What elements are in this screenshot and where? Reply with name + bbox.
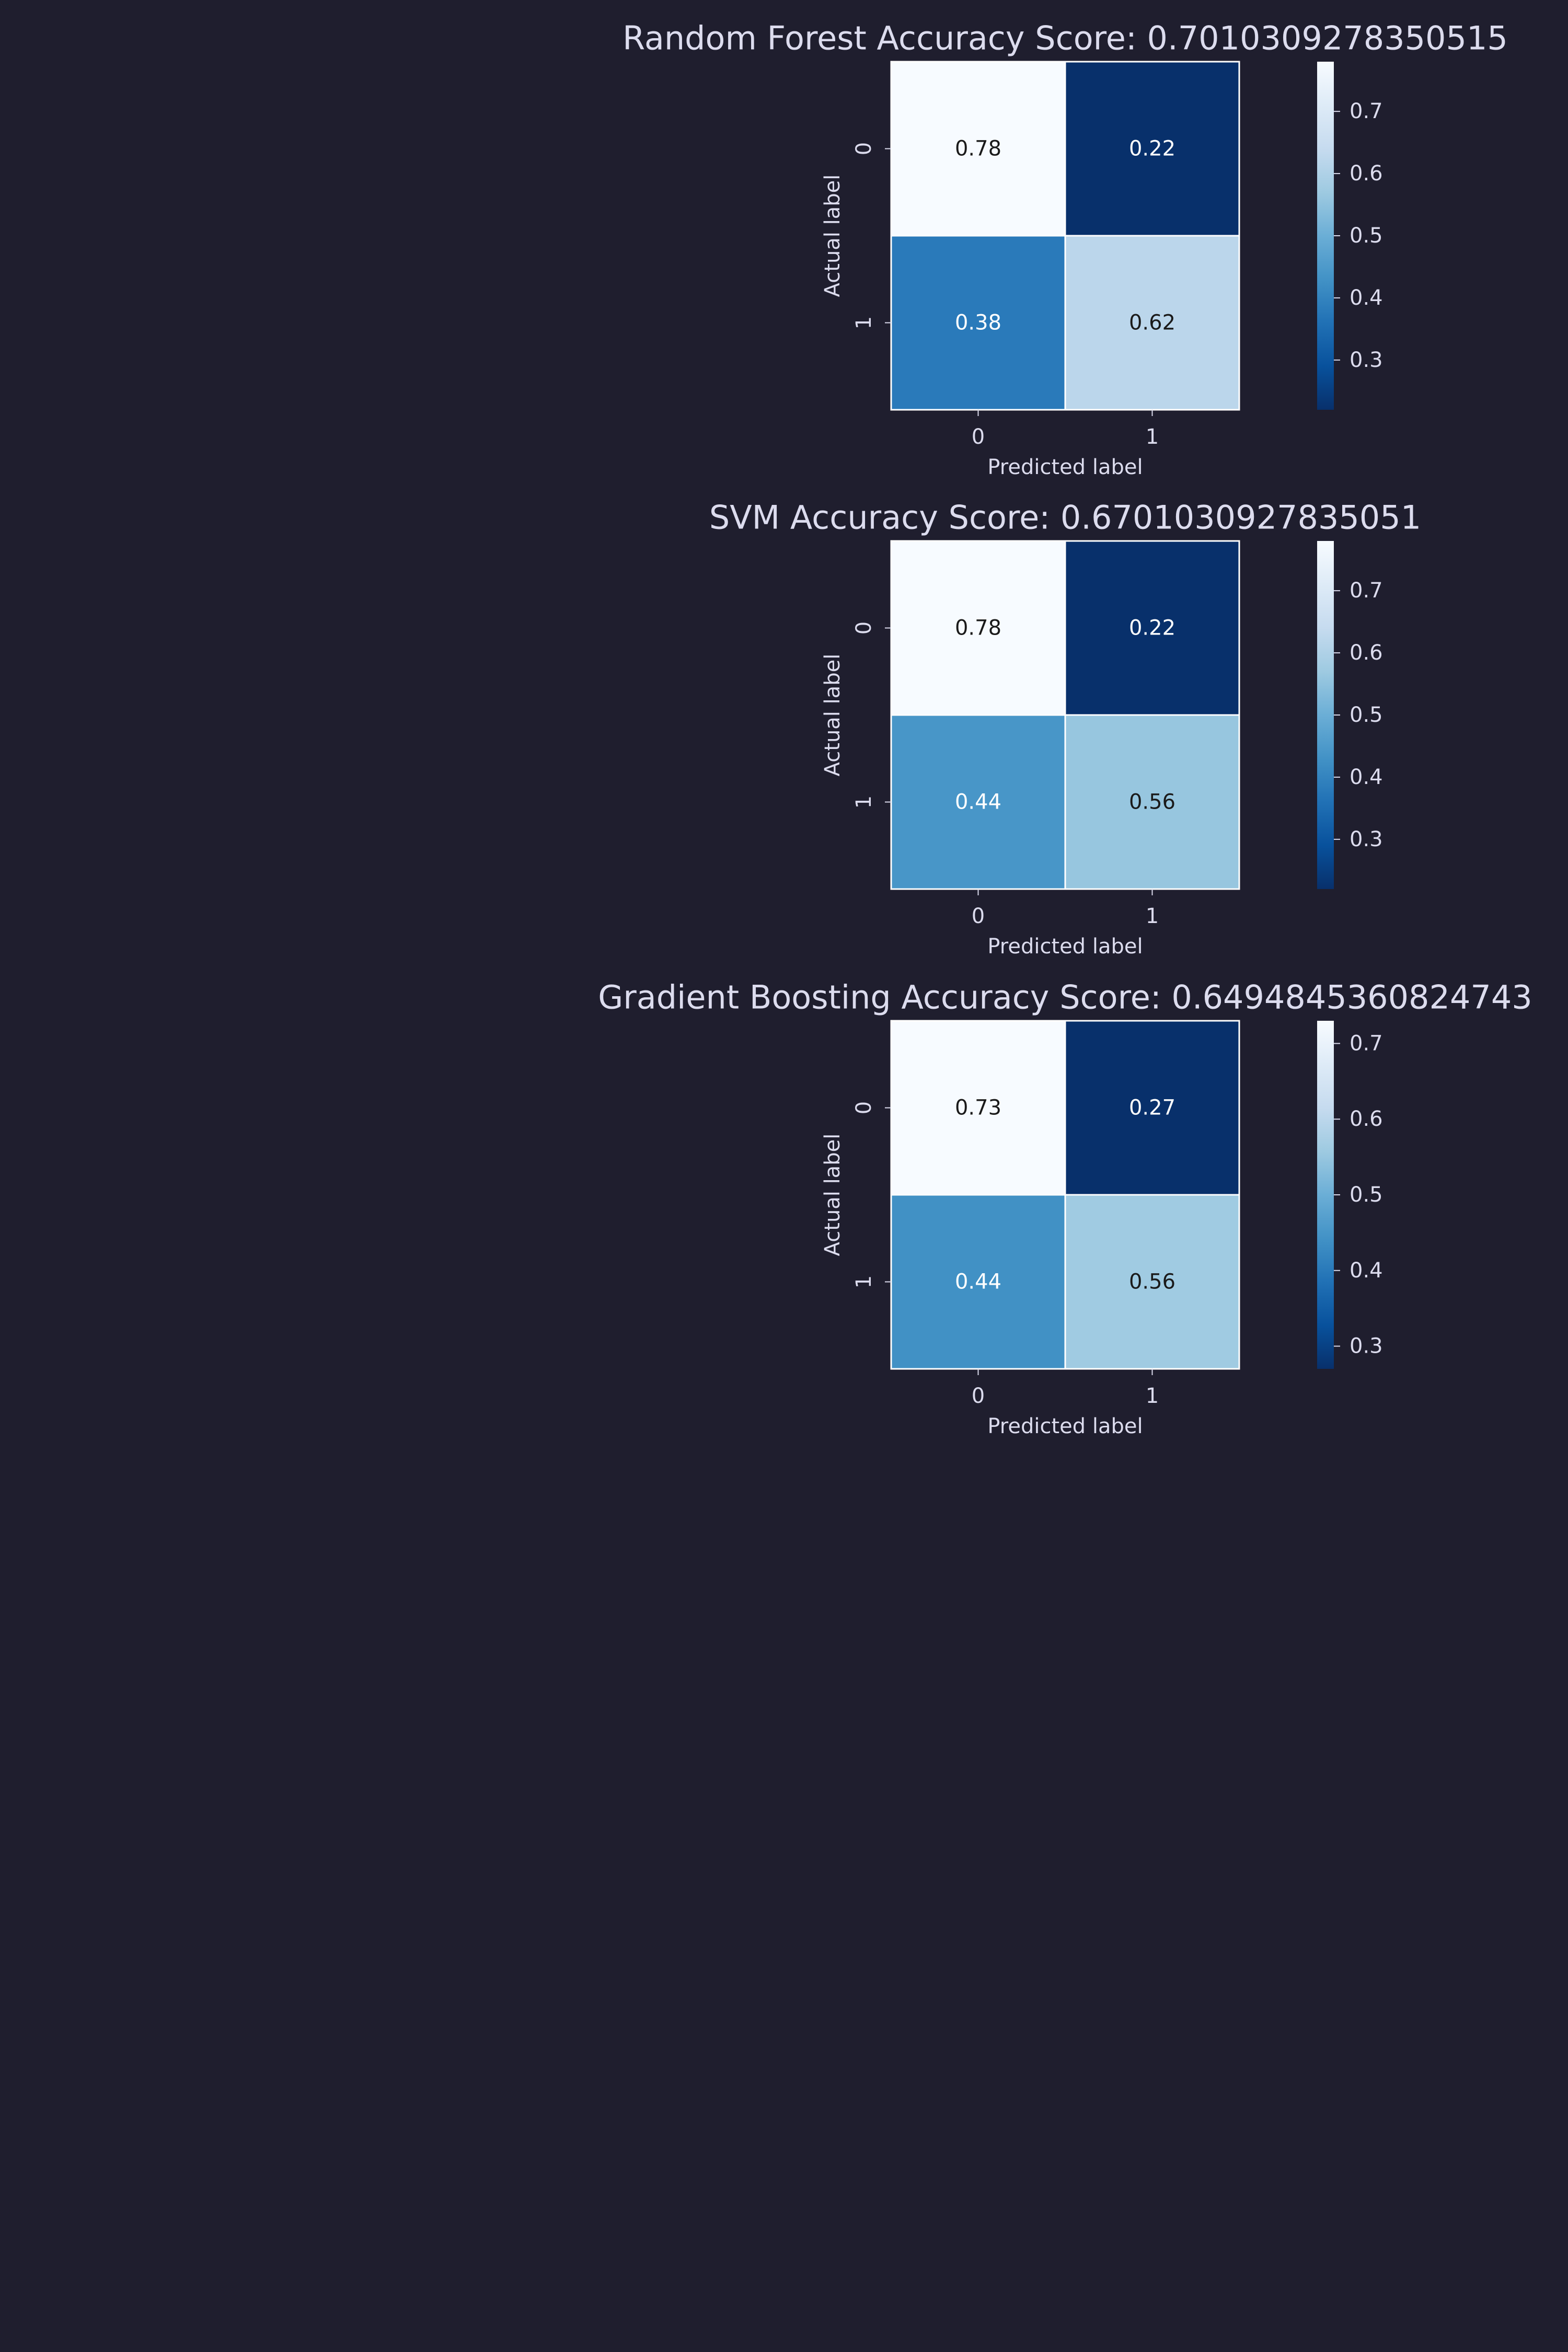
cell-value-label: 0.56 [1129,1270,1175,1294]
colorbar-tick-label: 0.4 [1350,765,1383,789]
y-tick-label: 1 [852,795,876,809]
cell-value-label: 0.62 [1129,311,1175,335]
x-tick-label: 1 [1146,1384,1159,1408]
cell-value-label: 0.44 [955,1270,1001,1294]
colorbar [1317,62,1334,410]
colorbar [1317,541,1334,889]
colorbar-tick-label: 0.7 [1350,579,1383,603]
x-tick-label: 1 [1146,425,1159,449]
heatmap-cell [890,1020,1066,1196]
confusion-matrix-panel: SVM Accuracy Score: 0.6701030927835051 0.… [709,499,1421,959]
heatmap-cell [1064,235,1240,411]
colorbar-tick-label: 0.3 [1350,827,1383,851]
colorbar-tick-label: 0.4 [1350,286,1383,310]
y-tick-label: 1 [852,1275,876,1288]
confusion-matrix-panel: Random Forest Accuracy Score: 0.70103092… [622,19,1508,480]
y-tick-label: 0 [852,621,876,635]
confusion-matrix-panel: Gradient Boosting Accuracy Score: 0.6494… [598,978,1532,1439]
heatmap-cell [890,235,1066,411]
chart-title: Gradient Boosting Accuracy Score: 0.6494… [598,978,1532,1017]
x-tick-label: 0 [972,904,985,928]
heatmap-cell [890,1194,1066,1370]
y-axis-label: Actual label [821,175,845,297]
x-tick-label: 0 [972,425,985,449]
cell-value-label: 0.38 [955,311,1001,335]
y-tick-label: 0 [852,1101,876,1114]
colorbar-tick-label: 0.6 [1350,1107,1383,1131]
x-axis-label: Predicted label [987,935,1143,959]
colorbar-tick-label: 0.4 [1350,1259,1383,1283]
cell-value-label: 0.44 [955,790,1001,814]
colorbar-tick-label: 0.7 [1350,1031,1383,1055]
heatmap-cell [1064,1194,1240,1370]
colorbar-tick-label: 0.5 [1350,703,1383,727]
x-axis-label: Predicted label [987,1414,1143,1438]
chart-title: Random Forest Accuracy Score: 0.70103092… [622,19,1508,57]
heatmap-cell [1064,1020,1240,1196]
cell-value-label: 0.22 [1129,137,1175,161]
chart-title: SVM Accuracy Score: 0.6701030927835051 [709,499,1421,537]
colorbar-tick-label: 0.6 [1350,162,1383,186]
cell-value-label: 0.73 [955,1096,1001,1120]
cell-value-label: 0.78 [955,137,1001,161]
y-tick-label: 1 [852,316,876,329]
colorbar-tick-label: 0.5 [1350,224,1383,248]
y-tick-label: 0 [852,142,876,155]
colorbar-tick-label: 0.5 [1350,1183,1383,1207]
x-axis-label: Predicted label [987,455,1143,479]
colorbar-tick-label: 0.3 [1350,348,1383,372]
cell-value-label: 0.22 [1129,616,1175,640]
colorbar-tick-label: 0.3 [1350,1334,1383,1358]
x-tick-label: 1 [1146,904,1159,928]
colorbar-tick-label: 0.6 [1350,641,1383,665]
heatmap-cell [890,714,1066,890]
cell-value-label: 0.56 [1129,790,1175,814]
y-axis-label: Actual label [821,1134,845,1256]
cell-value-label: 0.27 [1129,1096,1175,1120]
x-tick-label: 0 [972,1384,985,1408]
colorbar [1317,1021,1334,1369]
cell-value-label: 0.78 [955,616,1001,640]
y-axis-label: Actual label [821,654,845,777]
colorbar-tick-label: 0.7 [1350,99,1383,123]
